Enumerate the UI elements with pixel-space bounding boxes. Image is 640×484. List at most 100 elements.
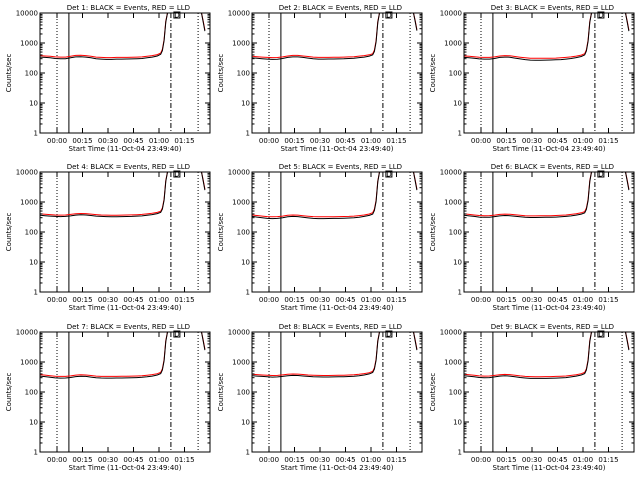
x-tick-label: 00:00	[47, 137, 67, 145]
x-axis-label: Start Time (11-Oct-04 23:49:40)	[281, 145, 394, 153]
y-tick-label: 1000	[232, 199, 250, 207]
y-tick-label: 1	[34, 449, 38, 457]
y-tick-label: 1000	[20, 199, 38, 207]
y-tick-label: 10	[453, 100, 462, 108]
series-line-lld	[464, 332, 630, 378]
x-tick-label: 01:00	[361, 296, 381, 304]
marker-box	[385, 11, 393, 19]
x-tick-label: 01:15	[598, 296, 618, 304]
series-line-lld	[252, 13, 418, 59]
x-tick-label: 01:15	[386, 137, 406, 145]
panel-title: Det 7: BLACK = Events, RED = LLD	[67, 323, 190, 331]
series-line-lld	[40, 13, 206, 59]
y-tick-label: 10000	[228, 10, 250, 18]
x-tick-label: 00:30	[98, 456, 118, 464]
plot-frame	[463, 331, 635, 453]
marker-box	[597, 11, 605, 19]
x-tick-label: 01:00	[573, 137, 593, 145]
y-axis-label: Counts/sec	[217, 54, 225, 93]
x-tick-label: 00:45	[547, 296, 567, 304]
x-tick-label: 01:00	[573, 456, 593, 464]
marker-box	[597, 170, 605, 178]
y-tick-label: 1000	[444, 359, 462, 367]
y-tick-label: 100	[237, 389, 250, 397]
plot-frame	[39, 331, 211, 453]
x-tick-label: 00:15	[284, 456, 304, 464]
y-tick-label: 1000	[232, 359, 250, 367]
y-tick-label: 100	[237, 70, 250, 78]
x-axis-label: Start Time (11-Oct-04 23:49:40)	[281, 464, 394, 472]
y-tick-label: 1000	[444, 40, 462, 48]
y-tick-label: 10	[241, 419, 250, 427]
x-tick-label: 00:30	[98, 137, 118, 145]
y-tick-label: 10	[453, 419, 462, 427]
series-line-events	[40, 172, 206, 218]
x-tick-label: 00:30	[310, 296, 330, 304]
y-tick-label: 10000	[440, 329, 462, 337]
x-tick-label: 00:45	[335, 456, 355, 464]
marker-label: D	[174, 12, 179, 20]
x-tick-label: 01:00	[573, 296, 593, 304]
plot-frame	[251, 171, 423, 293]
y-axis-label: Counts/sec	[429, 54, 437, 93]
x-tick-label: 01:15	[174, 296, 194, 304]
y-tick-label: 10	[29, 259, 38, 267]
x-tick-label: 01:15	[386, 456, 406, 464]
x-tick-label: 00:15	[72, 296, 92, 304]
y-tick-label: 1000	[20, 40, 38, 48]
y-tick-label: 1000	[444, 199, 462, 207]
x-tick-label: 00:30	[310, 137, 330, 145]
y-tick-label: 10000	[16, 10, 38, 18]
y-tick-label: 1	[458, 289, 462, 297]
y-axis-label: Counts/sec	[429, 213, 437, 252]
x-tick-label: 00:45	[547, 137, 567, 145]
x-tick-label: 01:00	[361, 456, 381, 464]
x-tick-label: 00:30	[310, 456, 330, 464]
panel-title: Det 3: BLACK = Events, RED = LLD	[491, 4, 614, 12]
panel-title: Det 2: BLACK = Events, RED = LLD	[279, 4, 402, 12]
y-tick-label: 100	[237, 229, 250, 237]
x-tick-label: 00:00	[259, 137, 279, 145]
series-line-lld	[464, 172, 630, 217]
marker-box	[597, 330, 605, 338]
y-axis-label: Counts/sec	[5, 54, 13, 93]
x-tick-label: 01:15	[386, 296, 406, 304]
y-tick-label: 1	[246, 289, 250, 297]
y-axis-label: Counts/sec	[5, 373, 13, 412]
x-tick-label: 00:30	[98, 296, 118, 304]
x-tick-label: 01:00	[149, 296, 169, 304]
y-axis-label: Counts/sec	[217, 213, 225, 252]
y-tick-label: 10000	[228, 329, 250, 337]
y-tick-label: 10	[241, 100, 250, 108]
y-tick-label: 10000	[228, 169, 250, 177]
marker-box	[173, 11, 181, 19]
y-tick-label: 1	[34, 130, 38, 138]
x-tick-label: 00:30	[522, 137, 542, 145]
x-tick-label: 01:15	[598, 137, 618, 145]
x-axis-label: Start Time (11-Oct-04 23:49:40)	[69, 464, 182, 472]
plot-frame	[39, 171, 211, 293]
marker-label: D	[386, 331, 391, 339]
series-line-lld	[40, 332, 206, 377]
x-tick-label: 00:00	[471, 456, 491, 464]
x-tick-label: 00:00	[47, 456, 67, 464]
panel-title: Det 5: BLACK = Events, RED = LLD	[279, 163, 402, 171]
series-line-events	[252, 172, 418, 220]
x-tick-label: 01:00	[361, 137, 381, 145]
x-tick-label: 00:15	[496, 296, 516, 304]
y-tick-label: 10000	[440, 10, 462, 18]
y-tick-label: 10	[29, 100, 38, 108]
y-axis-label: Counts/sec	[217, 373, 225, 412]
y-tick-label: 1	[246, 130, 250, 138]
x-axis-label: Start Time (11-Oct-04 23:49:40)	[493, 145, 606, 153]
marker-label: D	[598, 331, 603, 339]
plot-frame	[463, 12, 635, 134]
x-tick-label: 01:15	[174, 456, 194, 464]
x-axis-label: Start Time (11-Oct-04 23:49:40)	[281, 304, 394, 312]
series-line-lld	[464, 13, 630, 59]
x-tick-label: 01:00	[149, 456, 169, 464]
